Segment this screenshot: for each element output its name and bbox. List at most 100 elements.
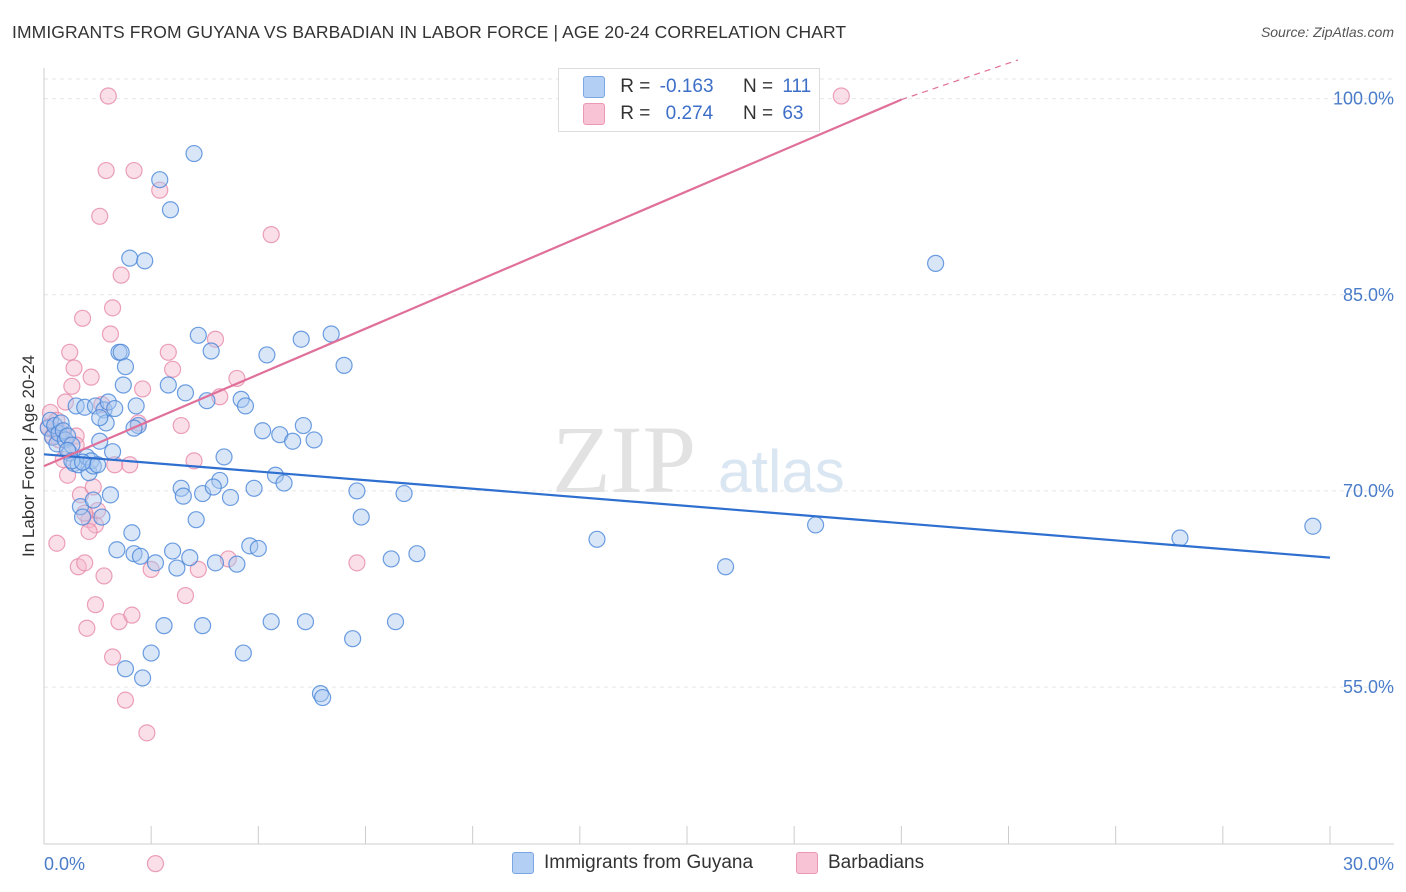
- guyana-point: [84, 491, 102, 509]
- barbadians-point: [82, 368, 100, 386]
- series-label-guyana: Immigrants from Guyana: [544, 852, 754, 874]
- guyana-point: [382, 550, 400, 568]
- guyana-point: [314, 688, 332, 707]
- barbadians-point: [121, 456, 139, 474]
- trend-lines: [43, 59, 1331, 559]
- y-tick-label: 55.0%: [1343, 677, 1394, 697]
- guyana-point: [344, 630, 362, 648]
- guyana-point: [164, 542, 182, 560]
- legend-swatch-guyana: [583, 76, 605, 98]
- guyana-point: [146, 554, 165, 572]
- legend-r-value-guyana: -0.163: [659, 76, 714, 98]
- legend-n-value-guyana: 111: [782, 76, 812, 98]
- barbadians-point: [80, 522, 98, 541]
- guyana-point: [187, 511, 205, 529]
- guyana-point: [133, 669, 152, 687]
- guyana-point: [211, 471, 229, 490]
- guyana-point: [305, 431, 323, 449]
- guyana-point: [386, 613, 405, 631]
- guyana-point: [254, 422, 272, 440]
- guyana-point: [206, 554, 225, 572]
- barbadians-point: [76, 554, 94, 572]
- watermark-zip: ZIP: [552, 406, 696, 513]
- barbadians-point: [61, 343, 79, 361]
- y-axis-label: In Labor Force | Age 20-24: [19, 355, 38, 557]
- guyana-point: [284, 432, 302, 450]
- guyana-point: [258, 346, 276, 364]
- barbadians-point: [73, 309, 92, 327]
- guyana-point: [352, 508, 370, 526]
- barbadians-point: [138, 724, 156, 742]
- guyana-point: [262, 613, 280, 631]
- barbadians-point: [125, 161, 143, 180]
- series-legend-barbadians[interactable]: Barbadians: [796, 852, 924, 874]
- guyana-point: [159, 376, 177, 394]
- x-tick-label-max: 30.0%: [1343, 854, 1394, 874]
- guyana-point: [1171, 529, 1189, 547]
- guyana-point: [296, 613, 315, 631]
- barbadians-point: [103, 648, 122, 666]
- guyana-point: [123, 524, 141, 542]
- guyana-point: [108, 541, 126, 559]
- series-swatch-guyana: [512, 852, 534, 874]
- barbadians-point: [116, 691, 135, 709]
- barbadians-point: [65, 359, 83, 377]
- guyana-point: [395, 484, 413, 503]
- guyana-point: [234, 644, 252, 662]
- correlation-legend: R = -0.163 N = 111 R = 0.274 N = 63: [558, 68, 820, 132]
- barbadians-point: [133, 380, 152, 398]
- guyana-point: [194, 617, 212, 635]
- barbadians-point: [159, 343, 177, 361]
- guyana-point: [112, 343, 130, 361]
- guyana-point: [806, 516, 825, 534]
- guyana-point: [221, 488, 240, 507]
- barbadians-point: [164, 360, 182, 378]
- guyana-point: [236, 397, 255, 415]
- legend-r-label: R =: [620, 103, 651, 125]
- guyana-point: [215, 448, 233, 466]
- barbadians-point: [101, 325, 120, 343]
- guyana-point: [927, 254, 945, 272]
- guyana-point: [142, 644, 160, 662]
- guyana-trend-line: [43, 453, 1331, 559]
- legend-row-barbadians: R = 0.274 N = 63: [583, 103, 803, 127]
- barbadians-point: [95, 567, 113, 585]
- guyana-point: [1304, 517, 1322, 535]
- legend-n-label: N =: [742, 76, 774, 98]
- barbadians-point: [112, 266, 130, 284]
- barbadians-point: [91, 207, 109, 225]
- guyana-point: [58, 427, 77, 445]
- guyana-point: [716, 558, 735, 576]
- barbadians-point: [86, 596, 105, 614]
- guyana-point: [91, 409, 109, 427]
- series-swatch-barbadians: [796, 852, 818, 874]
- y-tick-label: 100.0%: [1333, 89, 1394, 109]
- barbadians-trend-extension: [901, 59, 1019, 101]
- guyana-point: [408, 545, 426, 563]
- x-tick-label-min: 0.0%: [44, 854, 85, 874]
- guyana-point: [116, 660, 135, 678]
- guyana-point: [67, 397, 85, 415]
- guyana-point: [168, 559, 186, 577]
- guyana-point: [155, 617, 173, 635]
- guyana-point: [121, 249, 139, 267]
- series-legend-guyana[interactable]: Immigrants from Guyana: [512, 852, 753, 874]
- guyana-point: [202, 342, 220, 360]
- guyana-point: [99, 393, 117, 411]
- barbadians-point: [219, 550, 237, 568]
- barbadians-point: [185, 452, 203, 470]
- guyana-point: [292, 330, 310, 348]
- barbadians-point: [71, 486, 90, 504]
- chart-title: IMMIGRANTS FROM GUYANA VS BARBADIAN IN L…: [12, 22, 847, 42]
- barbadians-point: [56, 393, 75, 411]
- legend-r-label: R =: [620, 76, 651, 98]
- barbadians-point: [176, 586, 195, 605]
- legend-row-guyana: R = -0.163 N = 111: [583, 76, 811, 100]
- guyana-point: [131, 547, 150, 565]
- guyana-point: [127, 397, 145, 415]
- barbadians-point: [48, 534, 66, 552]
- series-label-barbadians: Barbadians: [828, 852, 925, 874]
- guyana-point: [245, 479, 263, 497]
- series-legend: Immigrants from Guyana Barbadians: [0, 852, 1406, 878]
- gridlines: [44, 78, 1394, 688]
